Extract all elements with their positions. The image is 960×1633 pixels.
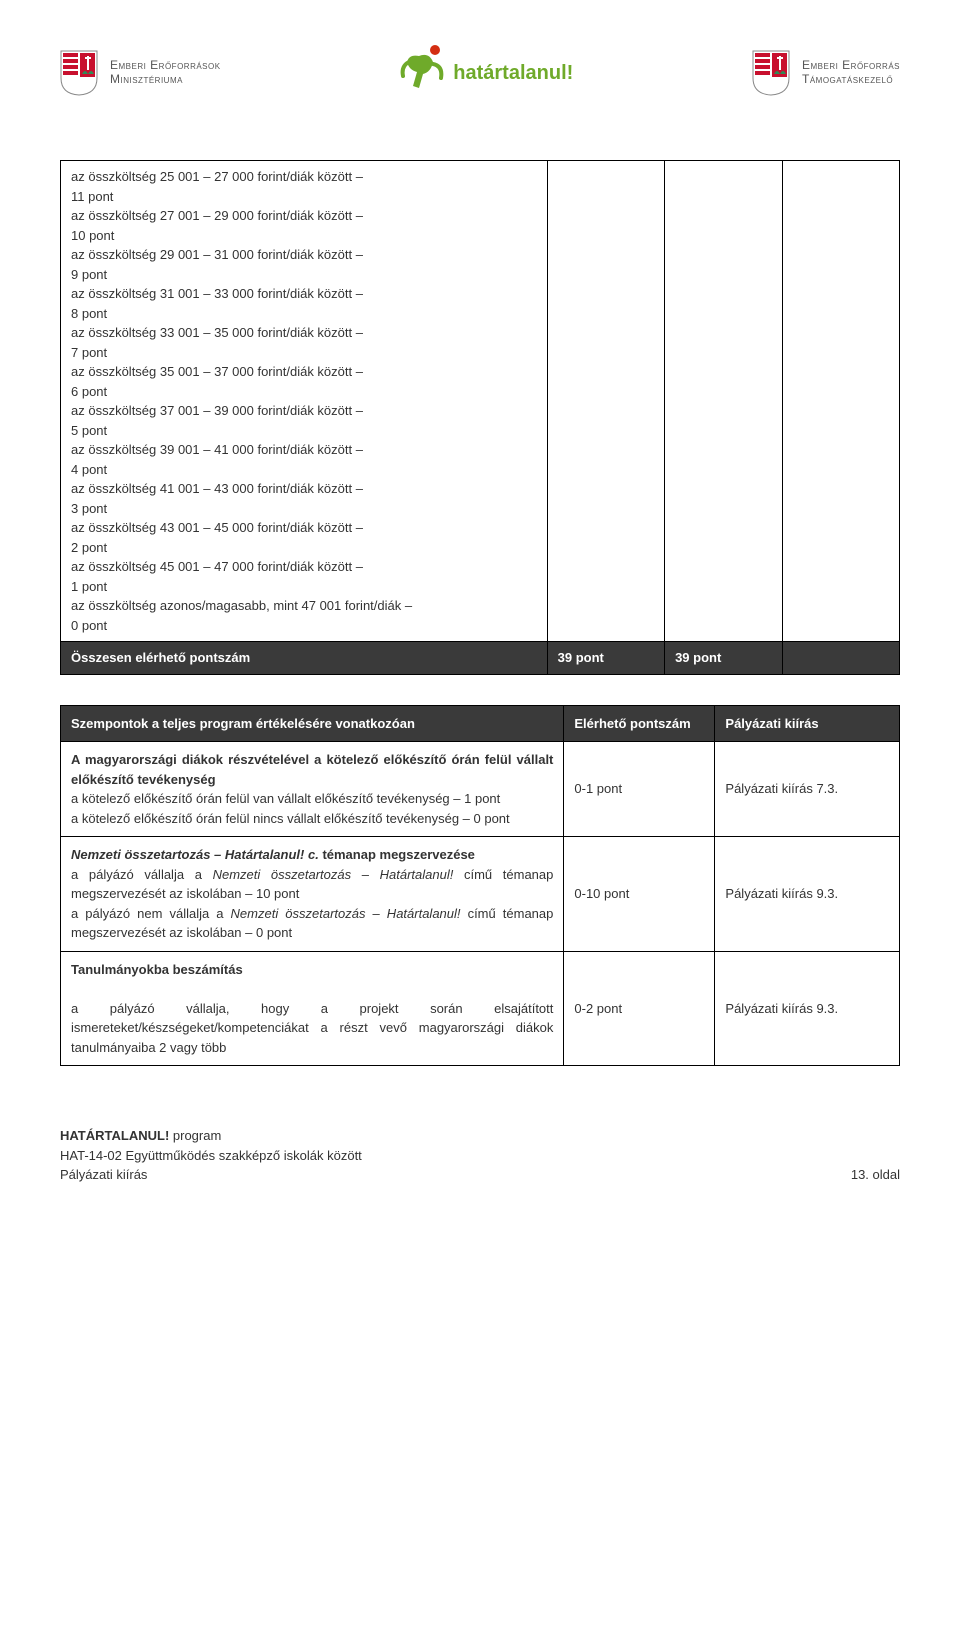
cost-points-text: az összköltség 25 001 – 27 000 forint/di…	[61, 161, 548, 642]
table-row: az összköltség 25 001 – 27 000 forint/di…	[61, 161, 900, 642]
footer-line2: HAT-14-02 Együttműködés szakképző iskolá…	[60, 1148, 362, 1163]
right-line2: Támogatáskezelő	[802, 72, 893, 86]
table-header-row: Szempontok a teljes program értékelésére…	[61, 705, 900, 742]
cost-line-points: 7 pont	[71, 343, 537, 363]
cost-line: az összköltség 35 001 – 37 000 forint/di…	[71, 362, 537, 382]
logo-right: Emberi Erőforrás Támogatáskezelő	[752, 50, 900, 96]
page-number: 13. oldal	[851, 1167, 900, 1182]
cost-line-points: 0 pont	[71, 616, 537, 636]
criteria-table: Szempontok a teljes program értékelésére…	[60, 705, 900, 1067]
criteria-points: 0-2 pont	[564, 951, 715, 1066]
cost-line: az összköltség 41 001 – 43 000 forint/di…	[71, 479, 537, 499]
criteria-header-2: Elérhető pontszám	[564, 705, 715, 742]
empty-cell	[782, 161, 899, 642]
cost-line-points: 2 pont	[71, 538, 537, 558]
cost-line: az összköltség 31 001 – 33 000 forint/di…	[71, 284, 537, 304]
total-value-2: 39 pont	[665, 642, 782, 675]
footer-rest: program	[169, 1128, 221, 1143]
footer-bold: HATÁRTALANUL!	[60, 1128, 169, 1143]
crest-icon	[60, 50, 98, 96]
criteria-text: Tanulmányokba beszámítása pályázó vállal…	[61, 951, 564, 1066]
center-text: határtalanul!	[453, 58, 573, 88]
footer-line3: Pályázati kiírás	[60, 1167, 147, 1182]
left-line1: Emberi Erőforrások	[110, 58, 221, 72]
criteria-points: 0-1 pont	[564, 742, 715, 837]
cost-line: az összköltség 37 001 – 39 000 forint/di…	[71, 401, 537, 421]
cost-line-points: 5 pont	[71, 421, 537, 441]
page-header: Emberi Erőforrások Minisztériuma határta…	[60, 0, 900, 130]
cost-line-points: 4 pont	[71, 460, 537, 480]
cost-line: az összköltség 27 001 – 29 000 forint/di…	[71, 206, 537, 226]
total-row: Összesen elérhető pontszám 39 pont 39 po…	[61, 642, 900, 675]
table-row: Nemzeti összetartozás – Határtalanul! c.…	[61, 837, 900, 952]
logo-center: határtalanul!	[399, 42, 573, 103]
cost-line: az összköltség 45 001 – 47 000 forint/di…	[71, 557, 537, 577]
cost-line: az összköltség 39 001 – 41 000 forint/di…	[71, 440, 537, 460]
cost-line-points: 6 pont	[71, 382, 537, 402]
footer-left: HATÁRTALANUL! program HAT-14-02 Együttmű…	[60, 1126, 362, 1185]
empty-cell	[665, 161, 782, 642]
right-line1: Emberi Erőforrás	[802, 58, 900, 72]
table-row: A magyarországi diákok részvételével a k…	[61, 742, 900, 837]
crest-icon-right	[752, 50, 790, 96]
cost-line-points: 10 pont	[71, 226, 537, 246]
cost-line: az összköltség 33 001 – 35 000 forint/di…	[71, 323, 537, 343]
page-footer: HATÁRTALANUL! program HAT-14-02 Együttmű…	[60, 1126, 900, 1185]
criteria-points: 0-10 pont	[564, 837, 715, 952]
cost-line-points: 8 pont	[71, 304, 537, 324]
logo-left: Emberi Erőforrások Minisztériuma	[60, 50, 221, 96]
cost-line-points: 9 pont	[71, 265, 537, 285]
criteria-ref: Pályázati kiírás 7.3.	[715, 742, 900, 837]
logo-right-text: Emberi Erőforrás Támogatáskezelő	[802, 59, 900, 87]
cost-line: az összköltség 43 001 – 45 000 forint/di…	[71, 518, 537, 538]
hatartalanul-icon	[399, 42, 445, 103]
criteria-ref: Pályázati kiírás 9.3.	[715, 951, 900, 1066]
total-label: Összesen elérhető pontszám	[61, 642, 548, 675]
cost-line-points: 3 pont	[71, 499, 537, 519]
cost-line: az összköltség 29 001 – 31 000 forint/di…	[71, 245, 537, 265]
criteria-text: Nemzeti összetartozás – Határtalanul! c.…	[61, 837, 564, 952]
table-row: Tanulmányokba beszámítása pályázó vállal…	[61, 951, 900, 1066]
cost-line-points: 11 pont	[71, 187, 537, 207]
cost-line: az összköltség 25 001 – 27 000 forint/di…	[71, 167, 537, 187]
cost-line: az összköltség azonos/magasabb, mint 47 …	[71, 596, 537, 616]
criteria-header-1: Szempontok a teljes program értékelésére…	[61, 705, 564, 742]
total-value-1: 39 pont	[547, 642, 664, 675]
cost-points-table: az összköltség 25 001 – 27 000 forint/di…	[60, 160, 900, 675]
empty-cell	[547, 161, 664, 642]
left-line2: Minisztériuma	[110, 72, 183, 86]
criteria-ref: Pályázati kiírás 9.3.	[715, 837, 900, 952]
empty-cell	[782, 642, 899, 675]
cost-line-points: 1 pont	[71, 577, 537, 597]
logo-left-text: Emberi Erőforrások Minisztériuma	[110, 59, 221, 87]
footer-page-number: 13. oldal	[851, 1165, 900, 1185]
criteria-text: A magyarországi diákok részvételével a k…	[61, 742, 564, 837]
criteria-header-3: Pályázati kiírás	[715, 705, 900, 742]
